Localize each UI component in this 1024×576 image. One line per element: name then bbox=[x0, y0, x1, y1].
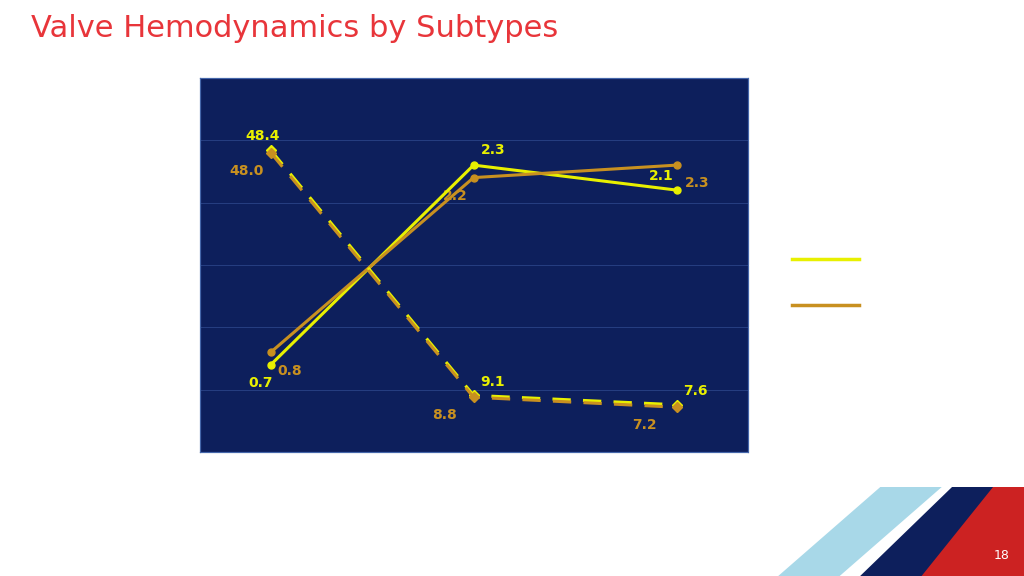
Text: 2.3: 2.3 bbox=[685, 176, 710, 190]
Text: 0.8: 0.8 bbox=[278, 363, 302, 377]
Polygon shape bbox=[778, 487, 942, 576]
Y-axis label: Effective Orifice Area, cm²: Effective Orifice Area, cm² bbox=[145, 173, 160, 357]
Polygon shape bbox=[860, 487, 1024, 576]
Text: 2.2: 2.2 bbox=[443, 189, 468, 203]
Text: Valve Hemodynamics by Subtypes: Valve Hemodynamics by Subtypes bbox=[31, 14, 558, 43]
Y-axis label: AV Mean Gradient, mm Hg: AV Mean Gradient, mm Hg bbox=[797, 173, 810, 357]
Text: 48.4: 48.4 bbox=[246, 130, 281, 143]
Polygon shape bbox=[922, 487, 1024, 576]
Text: 0.7: 0.7 bbox=[249, 376, 273, 390]
Text: 7.6: 7.6 bbox=[683, 384, 708, 398]
Text: 9.1: 9.1 bbox=[480, 374, 505, 389]
Text: 18: 18 bbox=[993, 548, 1010, 562]
Text: Type 0: Type 0 bbox=[869, 251, 928, 268]
Text: 8.8: 8.8 bbox=[432, 408, 457, 422]
Text: 48.0: 48.0 bbox=[229, 164, 263, 178]
Text: 2.3: 2.3 bbox=[480, 143, 505, 157]
Text: 2.1: 2.1 bbox=[649, 169, 674, 183]
Text: 7.2: 7.2 bbox=[632, 418, 656, 433]
Text: Type 1: Type 1 bbox=[869, 296, 928, 314]
